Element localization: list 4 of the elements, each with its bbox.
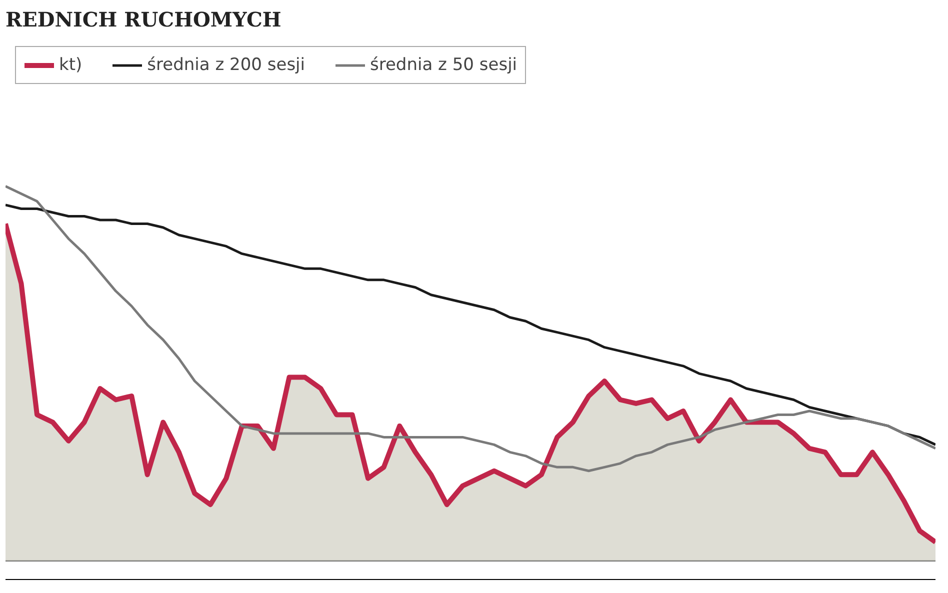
chart-title: REDNICH RUCHOMYCH [6, 8, 282, 32]
legend-label: średnia z 50 sesji [370, 55, 518, 75]
legend-label: kt) [59, 55, 82, 75]
legend-label: średnia z 200 sesji [147, 55, 305, 75]
